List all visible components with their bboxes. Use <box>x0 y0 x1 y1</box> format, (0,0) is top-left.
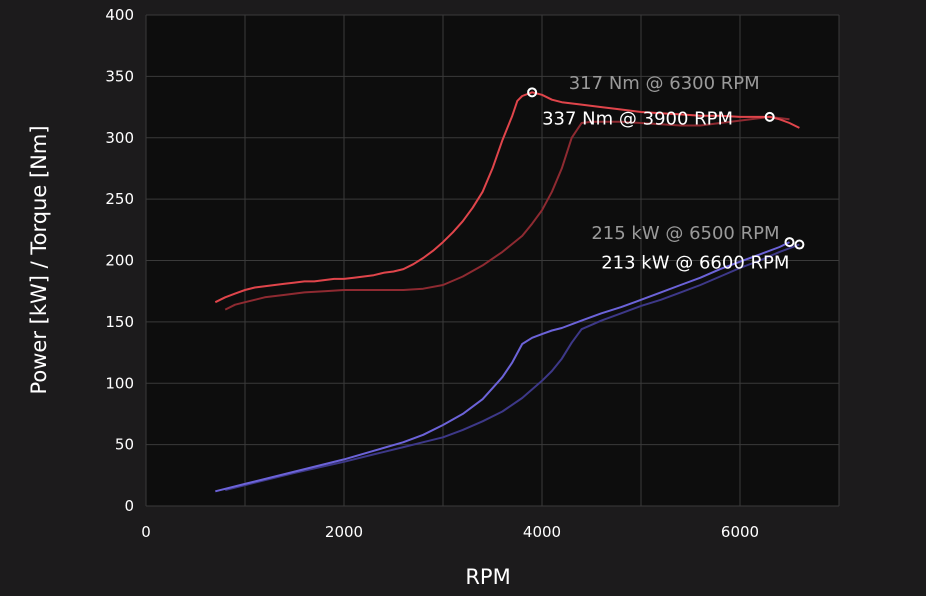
y-axis-label: Power [kW] / Torque [Nm] <box>27 125 51 394</box>
y-tick-label: 50 <box>115 436 134 454</box>
peak-marker <box>764 111 775 122</box>
y-tick-label: 150 <box>105 313 134 331</box>
x-tick-label: 0 <box>141 523 151 541</box>
y-tick-label: 300 <box>105 129 134 147</box>
y-axis-ticks: 0 50 100 150 200 250 300 350 400 <box>105 6 134 515</box>
torque-primary-line <box>214 91 800 304</box>
power-primary-line <box>215 241 790 493</box>
torque-secondary-line <box>224 115 790 311</box>
peak-annotation-label: 215 kW @ 6500 RPM <box>591 223 779 244</box>
y-tick-label: 0 <box>124 497 134 515</box>
peak-annotation-label: 213 kW @ 6600 RPM <box>601 253 789 274</box>
y-tick-label: 100 <box>105 374 134 392</box>
x-tick-label: 6000 <box>721 523 759 541</box>
power-secondary-line <box>224 243 800 491</box>
series-lines <box>214 91 800 493</box>
peak-marker <box>527 87 538 98</box>
x-tick-label: 4000 <box>523 523 561 541</box>
y-tick-label: 350 <box>105 67 134 85</box>
peak-annotation-label: 337 Nm @ 3900 RPM <box>542 108 733 129</box>
y-tick-label: 250 <box>105 190 134 208</box>
x-axis-ticks: 0 2000 4000 6000 <box>141 523 759 541</box>
x-tick-label: 2000 <box>325 523 363 541</box>
y-tick-label: 200 <box>105 252 134 270</box>
annotations: 337 Nm @ 3900 RPM 317 Nm @ 6300 RPM 215 kW… <box>527 73 805 274</box>
x-axis-label: RPM <box>465 565 510 589</box>
y-tick-label: 400 <box>105 6 134 24</box>
peak-marker <box>794 239 805 250</box>
gridlines <box>145 14 840 507</box>
peak-annotation-label: 317 Nm @ 6300 RPM <box>569 73 760 94</box>
peak-marker <box>784 237 795 248</box>
